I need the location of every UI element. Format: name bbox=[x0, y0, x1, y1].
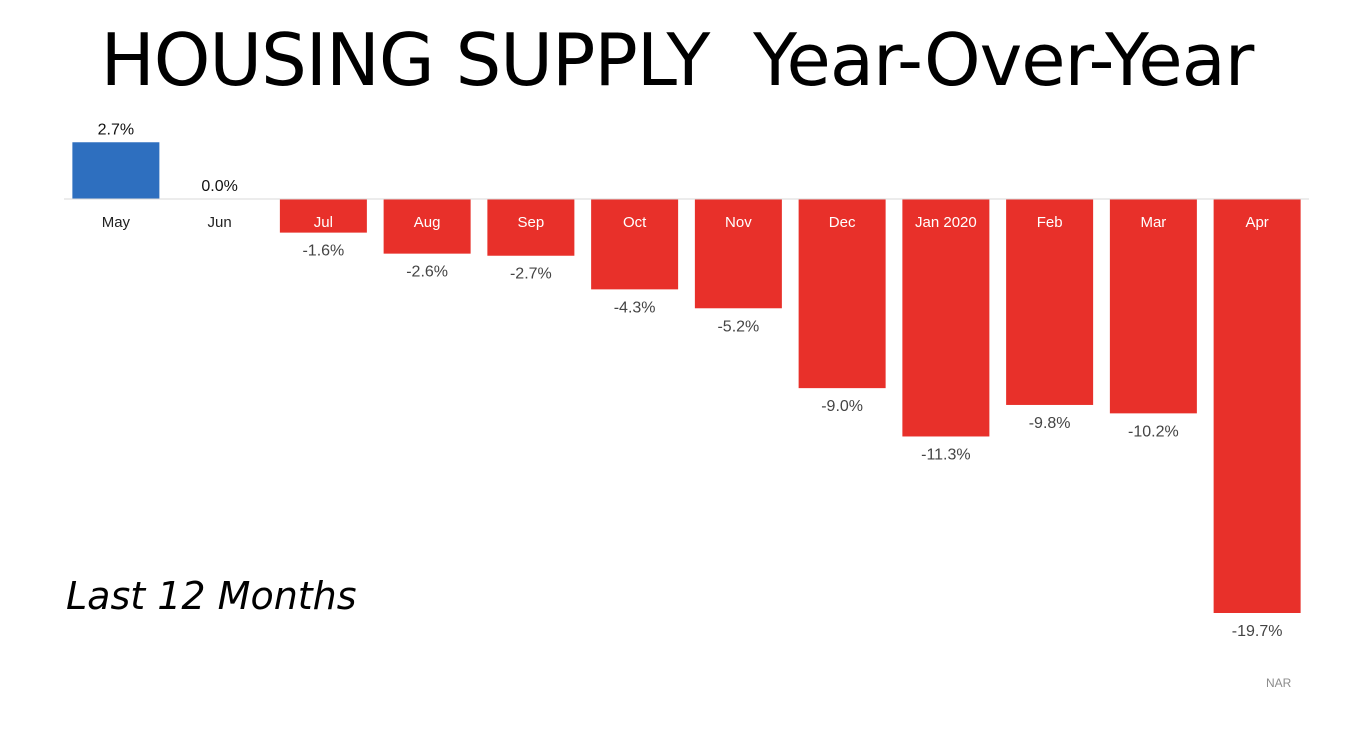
tick-label-oct: Oct bbox=[623, 214, 647, 231]
tick-label-jul: Jul bbox=[314, 214, 333, 231]
tick-label-mar: Mar bbox=[1140, 214, 1166, 231]
bar-dec bbox=[798, 199, 886, 389]
data-label-apr: -19.7% bbox=[1232, 623, 1283, 640]
chart-title: HOUSING SUPPLY Year-Over-Year bbox=[100, 18, 1255, 102]
bar-mar bbox=[1109, 199, 1197, 414]
tick-label-jun: Jun bbox=[208, 214, 232, 231]
data-label-jul: -1.6% bbox=[302, 243, 344, 260]
data-label-mar: -10.2% bbox=[1128, 423, 1179, 440]
data-label-oct: -4.3% bbox=[614, 299, 656, 316]
tick-label-dec: Dec bbox=[829, 214, 856, 231]
tick-label-sep: Sep bbox=[518, 214, 545, 231]
data-label-aug: -2.6% bbox=[406, 264, 448, 281]
bar-aug bbox=[383, 199, 471, 254]
data-label-jun: 0.0% bbox=[201, 178, 237, 195]
tick-label-may: May bbox=[102, 214, 131, 231]
bar-feb bbox=[1006, 199, 1094, 405]
bar-oct bbox=[591, 199, 679, 290]
source-label: NAR bbox=[1266, 676, 1292, 690]
labels-group: May 2.7% Jun 0.0% Jul -1.6% Aug -2.6% Sep -2.7% Oc… bbox=[98, 121, 1283, 640]
tick-label-jan-2020: Jan 2020 bbox=[915, 214, 977, 231]
bar-jan-2020 bbox=[902, 199, 990, 437]
data-label-may: 2.7% bbox=[98, 121, 134, 138]
bar-sep bbox=[487, 199, 575, 256]
tick-label-feb: Feb bbox=[1037, 214, 1063, 231]
tick-label-apr: Apr bbox=[1245, 214, 1268, 231]
bars-group bbox=[72, 142, 1301, 613]
bar-apr bbox=[1213, 199, 1301, 613]
data-label-jan-2020: -11.3% bbox=[921, 446, 971, 463]
data-label-sep: -2.7% bbox=[510, 266, 552, 283]
data-label-nov: -5.2% bbox=[717, 318, 759, 335]
data-label-feb: -9.8% bbox=[1029, 415, 1071, 432]
bar-jul bbox=[279, 199, 367, 233]
bar-nov bbox=[694, 199, 782, 309]
tick-label-aug: Aug bbox=[414, 214, 441, 231]
data-label-dec: -9.0% bbox=[821, 398, 863, 415]
tick-label-nov: Nov bbox=[725, 214, 752, 231]
bar-may bbox=[72, 142, 160, 199]
chart-subtitle: Last 12 Months bbox=[66, 574, 357, 618]
